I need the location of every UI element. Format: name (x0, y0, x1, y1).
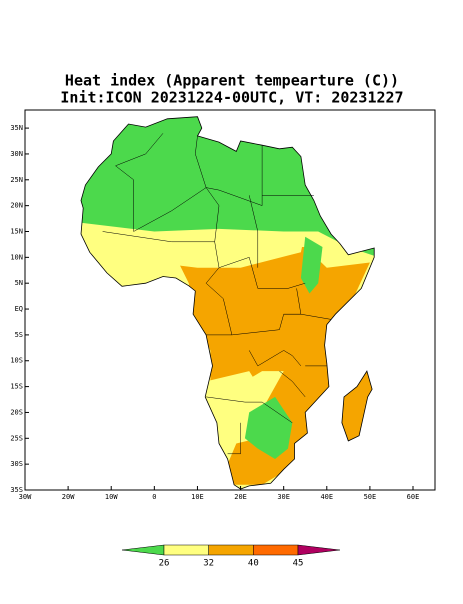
y-tick-label: 10N (10, 253, 23, 261)
field-yellow-south (206, 371, 263, 434)
x-tick-label: 10E (191, 493, 204, 501)
coastline (80, 116, 375, 490)
y-tick-label: 25S (10, 434, 23, 442)
colorbar-label: 26 (159, 559, 170, 569)
field-yellow-sahel (81, 231, 306, 268)
y-tick-label: 5S (15, 331, 23, 339)
border (248, 195, 259, 268)
x-tick-label: 0 (152, 493, 156, 501)
x-tick-label: 20W (62, 493, 75, 501)
field-green-south (244, 396, 293, 459)
subtitle: Init:ICON 20231224-00UTC, VT: 20231227 (60, 89, 403, 107)
border (115, 145, 263, 232)
colorbar-box (253, 544, 299, 556)
border (248, 350, 302, 367)
y-tick-label: 20S (10, 408, 23, 416)
y-tick-label: 10S (10, 357, 23, 365)
y-tick-label: 30S (10, 460, 23, 468)
colorbar-label: 32 (203, 559, 214, 569)
heat-field (81, 116, 375, 489)
colorbar-box (121, 544, 165, 556)
colorbar-label: 40 (248, 559, 259, 569)
y-tick-label: 35S (10, 486, 23, 494)
x-tick-label: 60E (407, 493, 420, 501)
x-tick-label: 40E (320, 493, 333, 501)
y-tick-label: 30N (10, 150, 23, 158)
title: Heat index (Apparent tempearture (C)) (65, 72, 399, 90)
border (283, 288, 302, 315)
x-tick-label: 30E (277, 493, 290, 501)
border (205, 187, 306, 289)
y-tick-label: 25N (10, 176, 23, 184)
y-tick-label: EQ (15, 305, 23, 313)
field-orange-mada (341, 371, 373, 441)
colorbar-box (208, 544, 254, 556)
colorbar-label: 45 (293, 559, 304, 569)
y-tick-label: 35N (10, 124, 23, 132)
y-tick-label: 15N (10, 227, 23, 235)
colorbar-box (163, 544, 209, 556)
x-tick-label: 20E (234, 493, 247, 501)
x-tick-label: 10W (105, 493, 118, 501)
y-tick-label: 15S (10, 383, 23, 391)
border (205, 267, 233, 336)
map-frame (24, 109, 436, 491)
border (115, 133, 164, 167)
y-tick-label: 20N (10, 202, 23, 210)
border (227, 422, 241, 455)
border (102, 231, 215, 243)
x-tick-label: 30W (19, 493, 32, 501)
borders (102, 133, 332, 455)
border (206, 396, 293, 424)
border (279, 370, 306, 398)
field-green-east (300, 236, 323, 294)
x-tick-label: 50E (364, 493, 377, 501)
border (195, 135, 207, 188)
y-tick-label: 5N (15, 279, 23, 287)
colorbar-box (297, 544, 341, 556)
